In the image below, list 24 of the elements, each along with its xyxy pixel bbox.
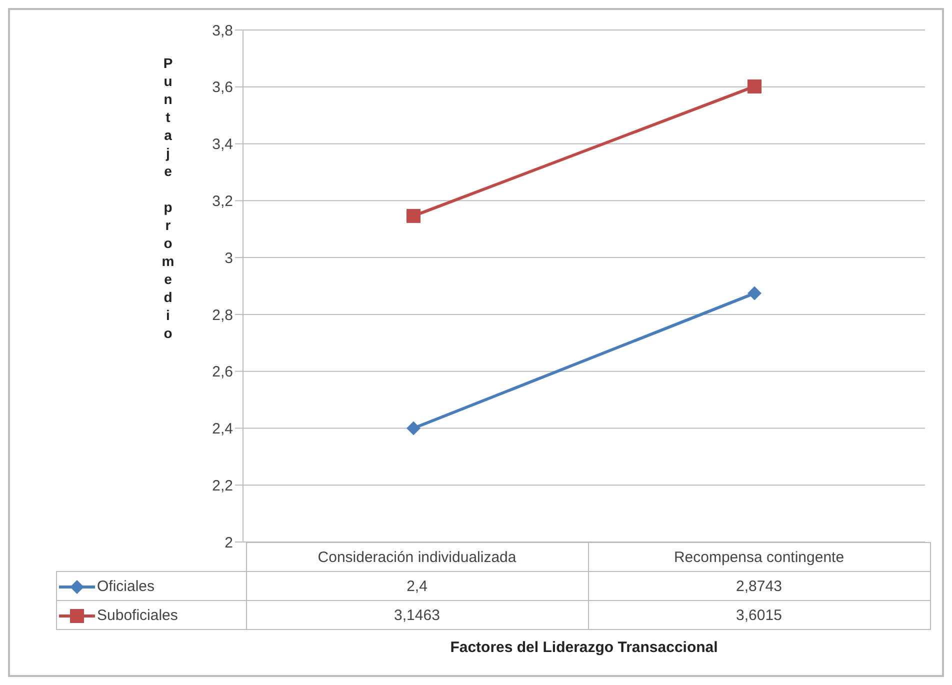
legend-label: Oficiales bbox=[56, 572, 246, 600]
y-tick-label: 2,2 bbox=[212, 477, 233, 494]
y-tick-label: 3,8 bbox=[212, 22, 233, 40]
point bbox=[748, 79, 762, 94]
y-tick-label: 2,4 bbox=[212, 420, 233, 438]
point bbox=[748, 286, 762, 300]
y-tick-label: 2,6 bbox=[212, 364, 233, 381]
x-tick-label: Consideración individualizada bbox=[246, 542, 588, 572]
y-tick-label: 3 bbox=[224, 250, 233, 267]
y-tick-label: 3,6 bbox=[212, 79, 233, 96]
y-axis-title: Puntaje promedio bbox=[160, 55, 176, 343]
data-label: 3,1463 bbox=[246, 600, 588, 630]
point bbox=[406, 421, 420, 436]
x-axis-title: Factores del Liderazgo Transaccional bbox=[449, 639, 719, 656]
y-tick-label: 3,4 bbox=[212, 136, 233, 154]
x-tick-label: Recompensa contingente bbox=[588, 542, 930, 572]
y-tick-label: 3,2 bbox=[212, 192, 233, 210]
data-label: 2,4 bbox=[246, 572, 588, 600]
data-label: 3,6015 bbox=[588, 600, 930, 630]
y-tick-label: 2 bbox=[224, 534, 233, 552]
legend-label: Suboficiales bbox=[56, 600, 246, 630]
data-label: 2,8743 bbox=[588, 572, 930, 600]
y-tick-label: 2,8 bbox=[212, 306, 233, 324]
point bbox=[406, 208, 420, 223]
